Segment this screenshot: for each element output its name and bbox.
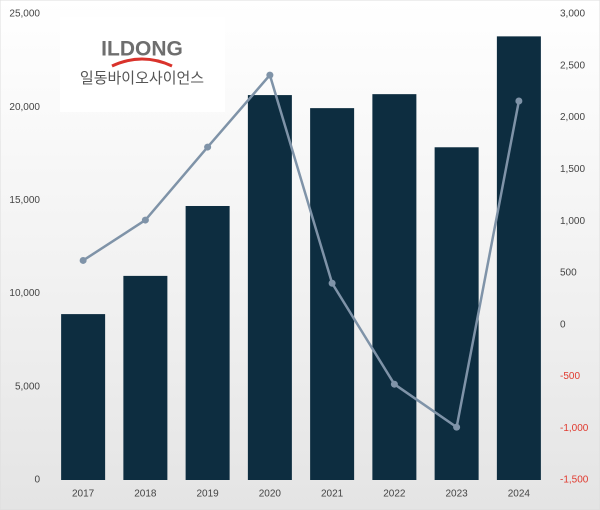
y2-tick-label: 2,500 [560,60,585,71]
bar [185,205,230,480]
x-tick-label: 2018 [134,489,157,500]
x-tick-label: 2022 [383,489,406,500]
x-tick-label: 2023 [446,489,469,500]
bar [247,95,292,481]
logo: ILDONG 일동바이오사이언스 [60,17,225,112]
x-tick-label: 2019 [197,489,220,500]
bar [123,275,168,480]
line-point [328,279,336,287]
y-tick-label: 10,000 [9,288,40,299]
line-point [390,380,398,388]
bar [310,108,355,480]
logo-arc [111,57,173,68]
bar [496,36,541,480]
y2-tick-label: 1,000 [560,216,585,227]
y2-tick-label: 3,000 [560,9,585,20]
y-tick-label: 25,000 [9,9,40,20]
line-point [204,143,212,151]
logo-name: ILDONG [101,38,183,61]
x-tick-label: 2020 [259,489,282,500]
y-tick-label: 20,000 [9,102,40,113]
y2-tick-label: 500 [560,268,577,279]
y2-tick-label: 1,500 [560,164,585,175]
x-tick-label: 2021 [321,489,344,500]
x-tick-label: 2024 [508,489,531,500]
line-point [266,71,274,79]
x-tick-label: 2017 [72,489,95,500]
bar [61,314,106,480]
bar [372,94,417,480]
y-tick-label: 5,000 [15,381,40,392]
y2-tick-label: -1,500 [560,475,589,486]
y2-tick-label: -1,000 [560,423,589,434]
logo-subtitle: 일동바이오사이언스 [80,70,204,87]
y2-tick-label: -500 [560,371,580,382]
y2-tick-label: 0 [560,319,566,330]
line-point [141,216,149,224]
line [82,72,521,430]
y-tick-label: 15,000 [9,195,40,206]
y2-tick-label: 2,000 [560,112,585,123]
line-point [79,256,87,264]
line-point [515,97,523,105]
line-point [453,423,461,431]
y-tick-label: 0 [34,475,40,486]
logo-box [60,17,225,112]
